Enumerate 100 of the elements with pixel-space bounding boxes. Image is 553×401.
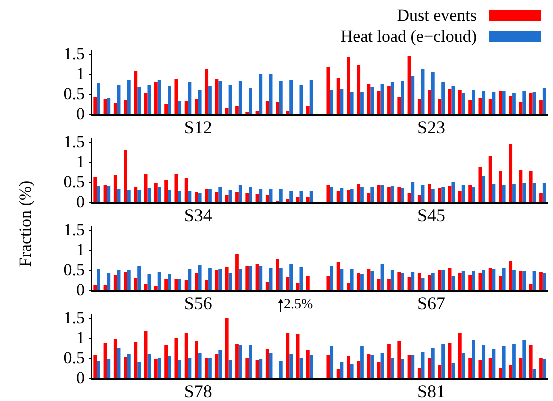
bar [418,368,422,378]
bar [330,187,334,202]
bar [249,88,252,114]
bar [198,265,202,290]
bar [512,270,516,290]
bar [478,167,482,202]
bar [198,353,202,378]
bar [249,266,252,290]
bar [154,286,158,290]
bar [218,350,222,378]
bar [97,186,100,202]
bar [462,353,466,378]
bar [330,266,334,290]
bar [370,187,374,202]
bar [388,279,391,290]
bar [148,274,152,290]
bar [522,91,526,114]
bar [208,86,212,114]
bar [540,358,543,378]
bar [390,82,394,114]
bar [198,90,202,114]
bar [499,368,502,378]
bar [542,183,546,202]
bar [168,86,172,114]
bar [158,358,162,378]
y-tick-label: 0.5 [64,84,85,104]
bar [428,275,432,290]
bar [124,100,128,114]
bar [326,276,330,290]
bar [398,341,402,378]
bar [350,92,354,114]
bar [418,99,422,114]
bar [218,187,222,202]
bar [215,192,219,202]
bar [458,191,462,202]
bar [158,272,162,290]
bar [286,277,290,290]
bar [168,274,172,290]
bar [168,190,172,202]
x-tick-label: S34 [184,206,212,226]
bar [276,259,280,290]
bar [388,187,391,202]
bar [357,184,361,202]
bar [238,185,242,202]
bar [195,341,198,378]
bar [330,346,334,378]
bar [522,340,526,378]
bar [97,361,100,378]
x-tick-label: S78 [184,382,212,401]
bar [94,177,98,202]
bar [377,185,381,202]
bar [472,187,476,202]
bar [431,72,435,114]
bar [472,271,476,290]
bar [411,355,415,378]
bar [174,279,178,290]
bar [442,344,445,378]
bar [350,189,354,202]
bar [266,195,270,202]
bar [509,144,513,202]
bar [522,183,526,202]
x-tick-label: S23 [417,118,446,138]
bar [370,355,374,378]
bar [174,79,178,114]
bar [127,80,131,114]
bar [300,358,304,378]
y-tick-label: 1.5 [64,132,85,152]
bar [509,96,513,114]
bar [482,176,486,202]
bar [418,273,422,290]
bar [114,175,118,202]
bar [418,195,422,202]
bar [350,269,354,290]
y-tick-label: 0 [76,104,85,124]
bar [246,266,250,290]
bar [478,360,482,378]
bar [205,280,209,290]
bar [306,197,310,202]
bar [411,182,415,202]
bar [502,91,506,114]
bar [107,98,111,114]
bar [529,345,533,378]
x-tick-label: S67 [417,294,446,314]
bar [462,185,466,202]
bar [452,363,456,378]
bar [512,344,516,378]
bar [218,269,222,290]
bar [178,279,182,290]
bar [452,276,456,290]
bar [438,270,442,290]
bar [448,186,452,202]
bar [360,187,364,202]
bar [347,57,350,114]
bar [266,282,270,290]
bar [488,156,492,202]
bar [168,356,172,378]
bar [228,360,232,378]
bar [360,274,364,290]
bar [236,106,239,114]
bar [458,273,462,290]
